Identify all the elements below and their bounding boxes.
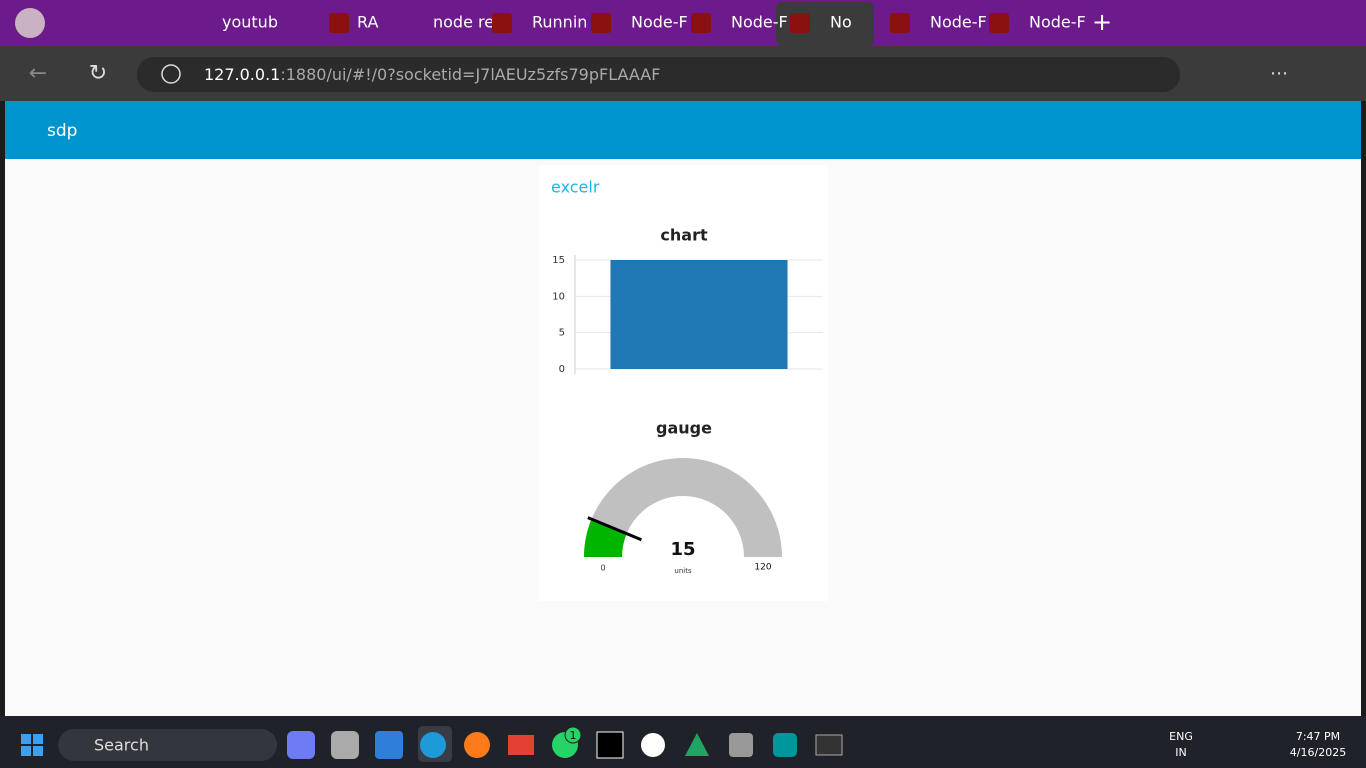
badge-count: 1	[570, 729, 577, 742]
profile-avatar[interactable]	[15, 8, 45, 38]
app-icon[interactable]	[773, 733, 797, 757]
app-icon[interactable]	[420, 732, 446, 758]
gauge-track	[584, 458, 782, 557]
app-icon[interactable]	[508, 735, 534, 755]
tab-icon	[691, 13, 711, 33]
gauge-min: 0	[600, 564, 605, 573]
tab[interactable]: RA	[329, 13, 378, 34]
tab-icon	[492, 13, 512, 33]
tab-title: No	[830, 13, 852, 32]
site-info[interactable]	[161, 64, 181, 84]
tab-icon	[591, 13, 611, 33]
tab[interactable]: No	[790, 13, 852, 34]
gauge-title: gauge	[656, 419, 712, 438]
tab-title: Runnin	[532, 13, 587, 32]
gauge-value-arc	[584, 519, 627, 557]
app-icon[interactable]	[729, 733, 753, 757]
tab-icon	[989, 13, 1009, 33]
tab[interactable]: Node-F	[890, 13, 987, 34]
tab-title: Node-F	[631, 13, 688, 32]
app-icon[interactable]	[596, 731, 624, 759]
tab[interactable]: Node-F	[989, 13, 1086, 34]
gauge-units: units	[674, 567, 692, 575]
back-button[interactable]: ←	[29, 61, 47, 86]
bar	[610, 260, 788, 369]
address-host: 127.0.0.1	[204, 65, 280, 84]
app-icon[interactable]	[815, 734, 843, 756]
app-icon[interactable]	[375, 731, 403, 759]
tab[interactable]: Runnin	[492, 13, 587, 34]
app-icon[interactable]	[685, 733, 709, 756]
search-box[interactable]	[58, 729, 277, 761]
widgets: 0 5 10 15 15 units 0 120	[552, 255, 823, 575]
tab-title: Node-F	[930, 13, 987, 32]
reload-button[interactable]: ↻	[89, 61, 107, 86]
address-path: :1880/ui/#!/0?socketid=J7lAEUz5zfs79pFLA…	[280, 65, 660, 84]
tab-title: node re	[433, 13, 494, 32]
tab[interactable]: node re	[393, 13, 494, 34]
chart-title: chart	[660, 226, 708, 245]
clock-time[interactable]: 7:47 PM	[1296, 730, 1340, 743]
gauge-needle	[587, 516, 642, 542]
new-tab[interactable]: +	[1092, 8, 1112, 36]
gauge-value: 15	[670, 539, 695, 560]
header-title: sdp	[47, 121, 77, 141]
app-icon[interactable]	[464, 732, 490, 758]
tab-icon	[790, 13, 810, 33]
group-card	[539, 165, 828, 601]
tab-title: Node-F	[1029, 13, 1086, 32]
tab[interactable]: Node-F	[591, 13, 688, 34]
app-icon[interactable]	[641, 733, 665, 757]
tab[interactable]: Node-F	[691, 13, 788, 34]
tab-title: youtub	[222, 13, 278, 32]
tab-title: RA	[357, 13, 378, 32]
language[interactable]: ENG	[1169, 730, 1193, 743]
app-icon[interactable]	[287, 731, 315, 759]
search-label: Search	[94, 736, 149, 755]
tab-icon	[890, 13, 910, 33]
y-tick-label: 15	[552, 255, 565, 266]
address-bar[interactable]	[137, 57, 1180, 92]
group-title: excelr	[551, 178, 600, 197]
start-button[interactable]	[21, 734, 43, 756]
badge	[564, 726, 582, 744]
app-icon[interactable]	[331, 731, 359, 759]
dashboard-header	[5, 101, 1361, 159]
gauge-max: 120	[754, 563, 771, 573]
tab-icon	[329, 13, 349, 33]
menu-button[interactable]: ⋯	[1270, 63, 1288, 84]
clock-date[interactable]: 4/16/2025	[1290, 746, 1346, 759]
tab-bar	[0, 0, 1366, 46]
address: 127.0.0.1:1880/ui/#!/0?socketid=J7lAEUz5…	[204, 65, 660, 84]
y-tick-label: 5	[559, 328, 565, 339]
tab-title: Node-F	[731, 13, 788, 32]
y-tick-label: 10	[552, 291, 565, 302]
region[interactable]: IN	[1175, 746, 1186, 759]
tab[interactable]: youtub	[182, 13, 278, 34]
y-tick-label: 0	[559, 364, 565, 375]
